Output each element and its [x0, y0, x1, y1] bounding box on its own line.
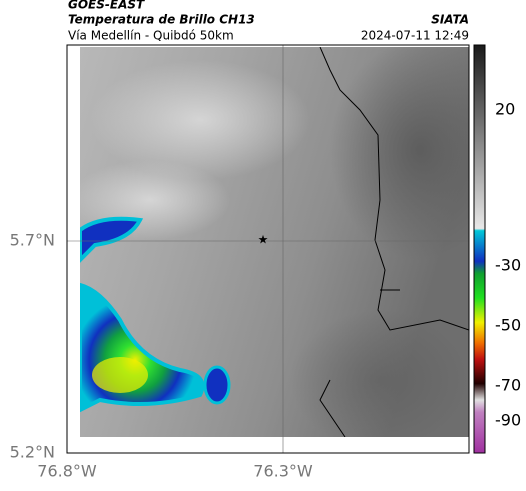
- lon-tick: 76.8°W: [37, 462, 97, 481]
- org: SIATA: [431, 13, 469, 27]
- title: Temperatura de Brillo CH13: [68, 13, 255, 27]
- satellite-image: [80, 47, 469, 437]
- lat-tick: 5.7°N: [10, 231, 55, 250]
- route: Vía Medellín - Quibdó 50km: [68, 29, 234, 43]
- colorbar-tick: -30: [495, 256, 521, 275]
- colorbar-tick: -90: [495, 411, 521, 430]
- colorbar: [473, 44, 486, 454]
- lon-tick: 76.3°W: [253, 462, 313, 481]
- colorbar-tick: 20: [495, 100, 515, 119]
- datetime: 2024-07-11 12:49: [361, 29, 469, 43]
- star: ★: [258, 233, 269, 247]
- map-frame: [66, 44, 470, 454]
- colorbar-tick: -70: [495, 376, 521, 395]
- source: GOES-EAST: [68, 0, 145, 12]
- colorbar-tick: -50: [495, 316, 521, 335]
- lat-tick: 5.2°N: [10, 443, 55, 462]
